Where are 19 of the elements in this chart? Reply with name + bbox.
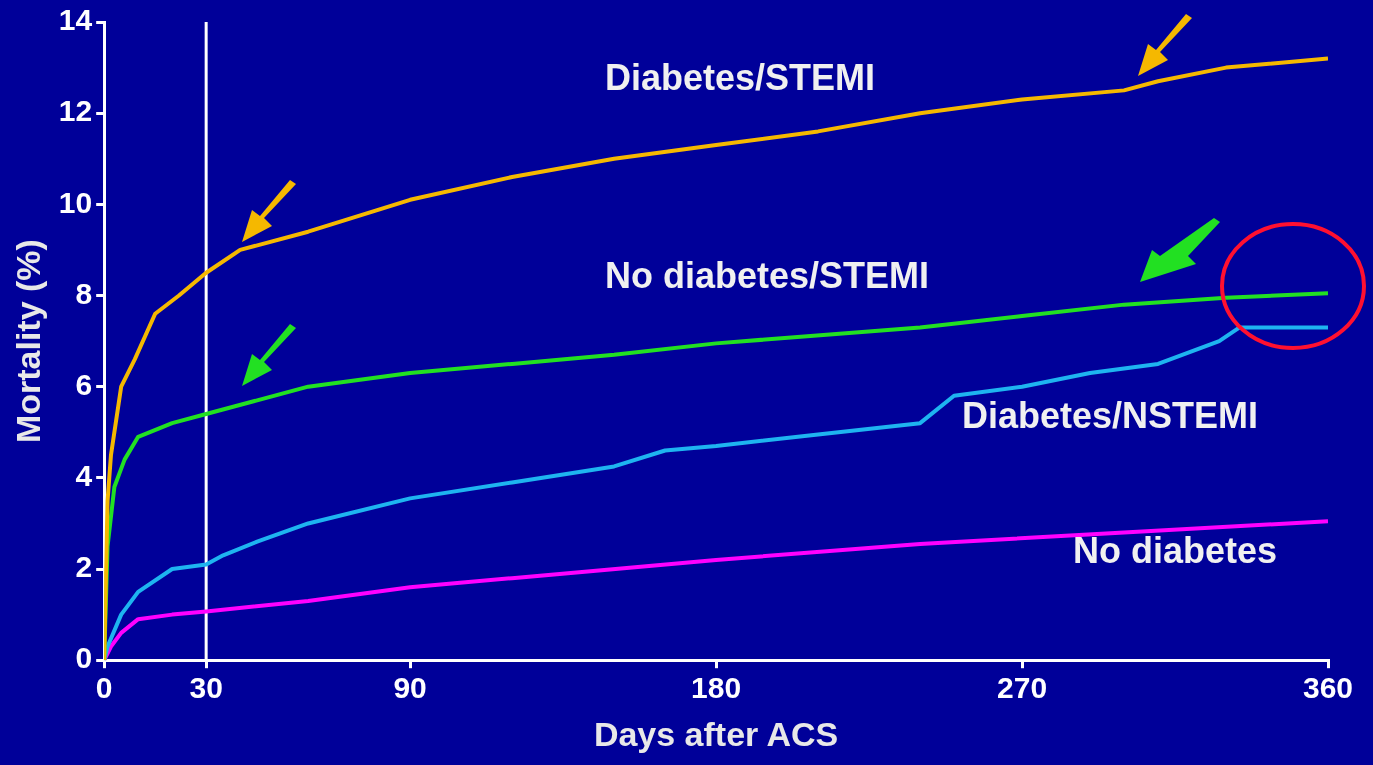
y-tick-label: 4: [75, 459, 93, 493]
y-tick-label: 12: [58, 94, 93, 128]
y-tick-label: 0: [75, 641, 93, 675]
y-tick-label: 10: [58, 185, 93, 219]
y-tick-label: 14: [58, 3, 93, 37]
series-label: Diabetes/STEMI: [605, 56, 876, 98]
series-label: Diabetes/NSTEMI: [962, 394, 1259, 436]
x-axis-title: Days after ACS: [593, 714, 839, 753]
y-axis-title: Mortality (%): [8, 239, 47, 444]
x-tick-label: 30: [189, 671, 223, 705]
series-label: No diabetes/STEMI: [605, 254, 930, 296]
y-tick-label: 2: [75, 550, 93, 584]
y-tick-label: 6: [75, 367, 93, 401]
x-tick-label: 180: [691, 671, 742, 705]
x-tick-label: 270: [997, 671, 1048, 705]
y-tick-label: 8: [75, 276, 93, 310]
x-tick-label: 360: [1302, 671, 1354, 705]
series-label: No diabetes: [1073, 529, 1278, 571]
x-tick-label: 90: [393, 671, 427, 705]
